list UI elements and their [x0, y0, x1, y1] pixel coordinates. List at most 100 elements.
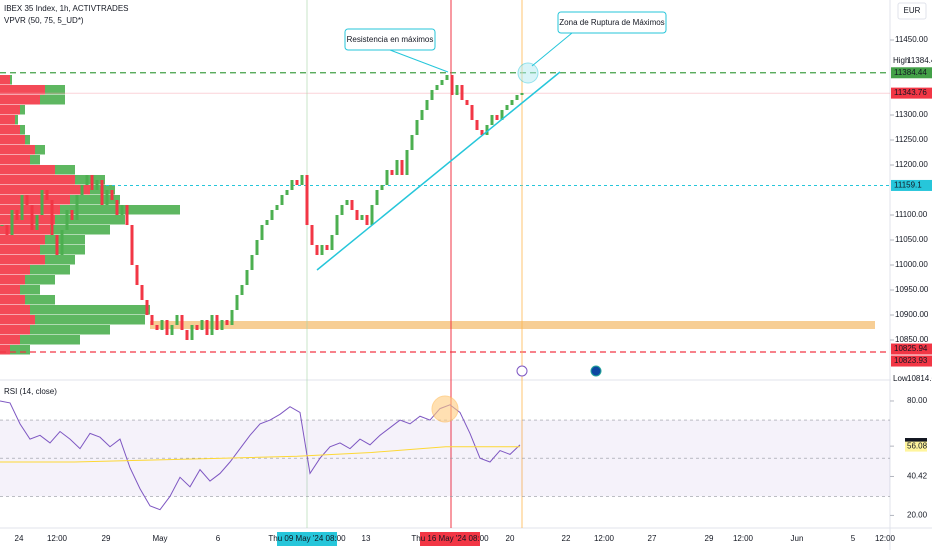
low-label: Low: [893, 374, 908, 383]
candle: [420, 110, 424, 120]
candle: [215, 315, 219, 330]
candle: [150, 315, 154, 325]
high-label: High: [893, 56, 909, 65]
vp-up: [55, 165, 75, 175]
vp-up: [35, 315, 145, 325]
candle: [275, 205, 279, 210]
candle: [510, 100, 514, 105]
price-tag: [891, 179, 932, 191]
time-label: 29: [102, 534, 111, 543]
candle: [280, 195, 284, 205]
vp-down: [0, 105, 20, 115]
time-highlight: [420, 532, 480, 546]
vp-up: [30, 325, 110, 335]
candle: [350, 200, 354, 210]
candle: [455, 85, 459, 95]
candle: [370, 205, 374, 225]
vp-down: [0, 195, 70, 205]
candle: [60, 230, 64, 255]
time-label: 12:00: [733, 534, 754, 543]
candle: [325, 245, 329, 250]
rsi-tick-label: 80.00: [907, 396, 928, 405]
rsi-tag-label: 56.08: [907, 442, 928, 451]
vp-up: [20, 105, 25, 115]
time-label: May: [152, 534, 167, 543]
candle: [65, 210, 69, 230]
vp-down: [0, 325, 30, 335]
candle: [375, 190, 379, 205]
candle: [400, 160, 404, 175]
candle: [200, 320, 204, 330]
y-tick-label: 10900.00: [895, 310, 929, 319]
vp-up: [45, 235, 85, 245]
time-label: Thu 09 May '24 08:00: [268, 534, 346, 543]
candle: [300, 175, 304, 185]
candle: [460, 85, 464, 100]
vp-up: [20, 125, 25, 135]
y-tick-label: 11450.00: [895, 35, 928, 44]
candle: [355, 210, 359, 220]
time-label: 27: [648, 534, 657, 543]
time-label: 24: [15, 534, 24, 543]
time-highlight: [277, 532, 337, 546]
vp-down: [0, 85, 45, 95]
vp-down: [0, 145, 35, 155]
candle: [250, 255, 254, 270]
candle: [160, 320, 164, 330]
indicator-label: VPVR (50, 75, 5_UD*): [4, 16, 84, 25]
candle: [40, 190, 44, 215]
vp-down: [0, 305, 30, 315]
rsi-highlight: [431, 395, 459, 423]
currency-button[interactable]: [897, 2, 927, 20]
candle: [430, 90, 434, 100]
y-tick-label: 11300.00: [895, 110, 928, 119]
candle: [415, 120, 419, 135]
time-label: 29: [705, 534, 714, 543]
candle: [240, 285, 244, 295]
candle: [145, 300, 149, 315]
annotation: Zona de Ruptura de Máximos: [559, 18, 664, 27]
vp-down: [0, 185, 90, 195]
candle: [335, 215, 339, 235]
candle: [290, 180, 294, 190]
price-tag-label: 11343.76: [894, 88, 927, 97]
vp-down: [0, 205, 60, 215]
vp-up: [20, 335, 80, 345]
vp-down: [0, 215, 55, 225]
event-icon: [516, 365, 528, 377]
time-label: 12:00: [47, 534, 68, 543]
candle: [25, 195, 29, 205]
candle: [340, 205, 344, 215]
candle: [445, 75, 449, 80]
candle: [305, 175, 309, 225]
rsi-tick-label: 20.00: [907, 511, 928, 520]
candle: [95, 180, 99, 190]
vp-down: [0, 245, 40, 255]
vp-up: [55, 215, 125, 225]
candle: [20, 195, 24, 220]
candle: [470, 105, 474, 120]
rsi-ma-line: [0, 446, 520, 463]
y-tick-label: 11200.00: [895, 160, 928, 169]
candle: [320, 245, 324, 255]
y-tick-label: 11000.00: [895, 260, 928, 269]
candle: [490, 115, 494, 125]
vp-down: [0, 335, 20, 345]
time-label: 5: [851, 534, 856, 543]
vp-up: [70, 195, 120, 205]
vp-up: [30, 305, 150, 315]
candle: [105, 190, 109, 205]
vp-down: [0, 235, 45, 245]
vp-up: [75, 175, 105, 185]
candle: [330, 235, 334, 250]
time-label: 12:00: [875, 534, 896, 543]
callout-line: [531, 32, 573, 67]
candle: [495, 115, 499, 120]
time-label: 6: [216, 534, 221, 543]
price-tag-label: 11159.1: [894, 181, 922, 190]
candle: [175, 315, 179, 325]
price-tag-label: 11384.44: [894, 68, 927, 77]
vp-down: [0, 125, 20, 135]
candle: [180, 315, 184, 330]
